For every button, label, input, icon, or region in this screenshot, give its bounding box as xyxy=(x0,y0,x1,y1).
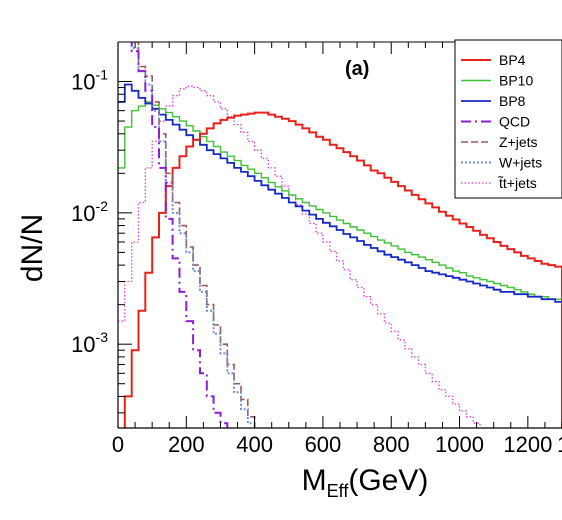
y-tick-base: 10 xyxy=(71,201,95,226)
y-tick-label: 10-3 xyxy=(71,329,108,357)
y-tick-base: 10 xyxy=(71,70,95,95)
tick-labels: 020040060080010001200110-110-210-3 xyxy=(71,67,562,457)
y-tick-label: 10-1 xyxy=(71,67,108,95)
panel-annotation: (a) xyxy=(345,58,369,80)
series-line-bp10 xyxy=(118,101,562,428)
legend-label: BP4 xyxy=(499,52,526,68)
x-axis-label-main: M xyxy=(302,464,327,497)
series-line-w-jets xyxy=(130,42,256,428)
legend-box xyxy=(454,39,562,199)
legend-label: W+jets xyxy=(499,155,542,171)
series-line-bp4 xyxy=(123,111,562,428)
legend-label: t̃t+jets xyxy=(498,175,537,191)
x-tick-label: 1 xyxy=(557,432,562,457)
series-line-bp8 xyxy=(118,83,562,428)
y-tick-base: 10 xyxy=(71,332,95,357)
x-tick-label: 1200 xyxy=(503,432,552,457)
y-tick-exponent: -1 xyxy=(96,67,109,83)
x-tick-label: 0 xyxy=(112,432,124,457)
legend-label: BP10 xyxy=(499,73,533,89)
legend-label: Z+jets xyxy=(499,134,538,150)
series-line-qcd xyxy=(130,42,229,428)
legend: BP4 BP10 BP8 QCD Z+jets W+jets t̃t+jets xyxy=(454,39,562,199)
x-axis-label: MEff(GeV) xyxy=(302,464,429,501)
x-axis-label-unit: (GeV) xyxy=(348,464,428,497)
x-tick-label: 600 xyxy=(305,432,342,457)
y-tick-exponent: -2 xyxy=(96,198,109,214)
x-tick-label: 400 xyxy=(236,432,273,457)
x-tick-label: 800 xyxy=(373,432,410,457)
legend-label: QCD xyxy=(499,114,530,130)
y-tick-exponent: -3 xyxy=(96,329,109,345)
y-axis-label: dN/N xyxy=(16,214,49,282)
x-tick-label: 1000 xyxy=(435,432,484,457)
series-line-z-jets xyxy=(130,42,256,428)
x-axis-label-sub: Eff xyxy=(327,481,350,501)
series-group xyxy=(118,42,562,428)
x-tick-label: 200 xyxy=(168,432,205,457)
legend-label: BP8 xyxy=(499,93,526,109)
y-tick-label: 10-2 xyxy=(71,198,108,226)
